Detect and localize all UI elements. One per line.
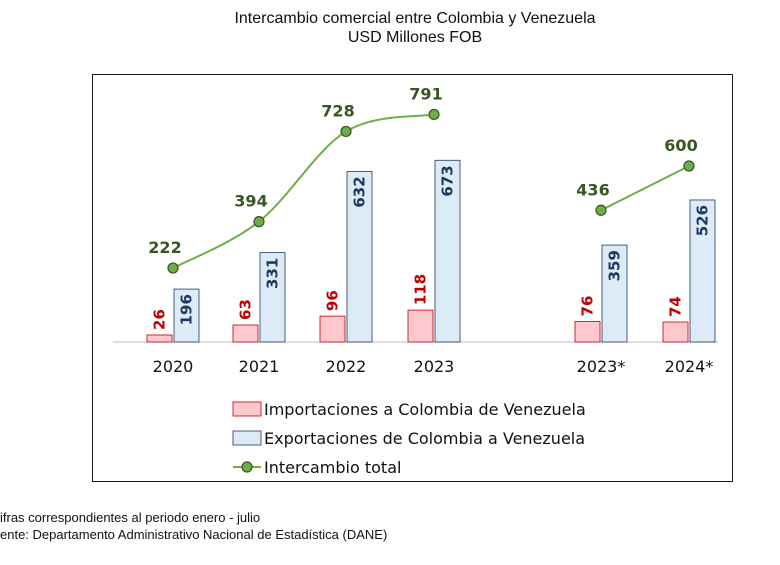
x-tick-label-2024*: 2024*: [665, 357, 714, 376]
x-tick-label-2022: 2022: [326, 357, 367, 376]
legend-swatch-exports: [232, 430, 262, 446]
chart-area: 26 196 2020 63 331 2021 96 632 2022 118 673 2023 76 3…: [113, 84, 718, 477]
export-bar-2024*: [689, 199, 716, 343]
export-value-label-2023*: 359: [606, 250, 624, 281]
total-value-label-2020: 222: [148, 238, 181, 257]
x-tick-label-2020: 2020: [153, 357, 194, 376]
import-value-label-2022: 96: [324, 290, 342, 311]
total-value-label-2023*: 436: [576, 180, 609, 199]
footnote-period: ifras correspondientes al periodo enero …: [0, 510, 261, 525]
total-marker-2023*: [595, 204, 607, 216]
total-value-label-2022: 728: [321, 101, 354, 120]
import-bar-2022: [319, 315, 346, 343]
export-bar-2021: [259, 252, 286, 343]
total-value-label-2021: 394: [234, 192, 267, 211]
export-value-label-2020: 196: [178, 294, 196, 325]
total-line-segment-1: [172, 113, 435, 269]
import-bar-2023: [407, 309, 434, 343]
legend-label-imports: Importaciones a Colombia de Venezuela: [264, 400, 586, 419]
import-value-label-2023*: 76: [579, 296, 597, 317]
total-value-label-2024*: 600: [664, 136, 697, 155]
export-bar-2023: [434, 159, 461, 343]
export-bar-2023*: [601, 244, 628, 343]
export-bar-2022: [346, 170, 373, 343]
chart-subtitle: USD Millones FOB: [347, 29, 483, 46]
import-bar-2021: [232, 324, 259, 343]
total-marker-2023: [428, 108, 440, 121]
import-value-label-2021: 63: [237, 299, 255, 320]
import-bar-2020: [146, 334, 173, 343]
legend-swatch-imports: [232, 401, 262, 417]
x-tick-label-2023*: 2023*: [577, 357, 626, 376]
total-marker-2021: [253, 216, 265, 228]
total-marker-2020: [167, 262, 179, 274]
total-marker-2022: [340, 125, 352, 138]
total-marker-2024*: [683, 160, 695, 172]
legend-marker-total: [241, 461, 253, 473]
legend-label-total: Intercambio total: [264, 458, 401, 477]
import-value-label-2024*: 74: [667, 296, 685, 317]
export-value-label-2023: 673: [439, 165, 457, 196]
footnote-source: ente: Departamento Administrativo Nacion…: [0, 527, 388, 542]
chart-title: Intercambio comercial entre Colombia y V…: [234, 10, 596, 27]
import-bar-2023*: [574, 321, 601, 343]
x-tick-label-2023: 2023: [414, 357, 455, 376]
total-value-label-2023: 791: [409, 84, 442, 103]
import-value-label-2020: 26: [151, 309, 169, 330]
export-value-label-2022: 632: [351, 176, 369, 207]
export-value-label-2024*: 526: [694, 205, 712, 236]
legend-label-exports: Exportaciones de Colombia a Venezuela: [264, 429, 585, 448]
export-value-label-2021: 331: [264, 258, 282, 289]
total-line-segment-2: [600, 165, 690, 212]
export-bar-2020: [173, 288, 200, 343]
import-value-label-2023: 118: [412, 274, 430, 305]
x-tick-label-2021: 2021: [239, 357, 280, 376]
import-bar-2024*: [662, 321, 689, 343]
chart-frame: 26 196 2020 63 331 2021 96 632 2022 118 673 2023 76 3…: [92, 74, 733, 482]
